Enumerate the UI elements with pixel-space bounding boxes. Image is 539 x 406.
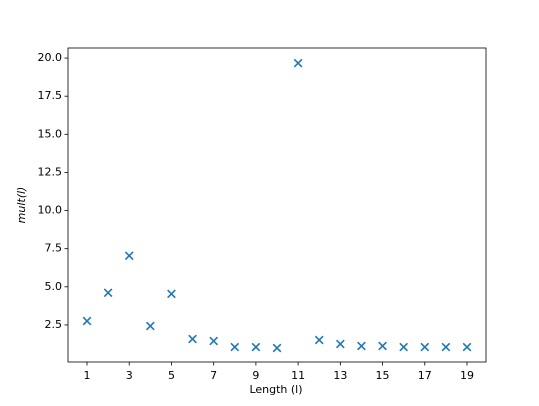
x-tick-label: 17 [418,369,432,382]
marker [167,289,176,299]
y-tick-label: 20.0 [38,51,63,64]
x-tick-label: 19 [460,369,474,382]
marker [145,321,155,331]
y-tick-label: 7.5 [45,242,63,255]
x-tick-label: 7 [210,369,217,382]
marker [188,334,197,344]
marker [335,339,345,349]
marker [357,341,366,351]
marker [441,342,451,352]
y-tick-label: 12.5 [38,165,63,178]
marker [378,341,387,351]
marker [124,251,134,261]
x-tick-label: 9 [252,369,259,382]
x-axis-label: Length (l) [249,383,302,396]
y-tick-label: 5.0 [45,280,63,293]
marker [420,342,430,352]
marker [103,288,113,298]
x-tick-label: 15 [376,369,390,382]
x-tick-label: 5 [168,369,175,382]
y-axis-label: mult(l) [15,187,28,224]
marker [272,343,282,353]
y-tick-label: 2.5 [45,318,63,331]
marker [399,342,409,352]
x-tick-label: 11 [291,369,305,382]
x-tick-label: 13 [333,369,347,382]
marker [209,336,219,346]
y-tick-label: 17.5 [38,89,63,102]
marker [314,335,324,345]
marker [293,58,303,68]
x-tick-label: 1 [84,369,91,382]
marker [462,342,472,352]
marker [251,342,261,352]
plot-frame [67,47,487,363]
y-tick-label: 10.0 [38,204,63,217]
marker [230,342,240,352]
marker [82,316,92,326]
y-tick-label: 15.0 [38,127,63,140]
x-tick-label: 3 [126,369,133,382]
